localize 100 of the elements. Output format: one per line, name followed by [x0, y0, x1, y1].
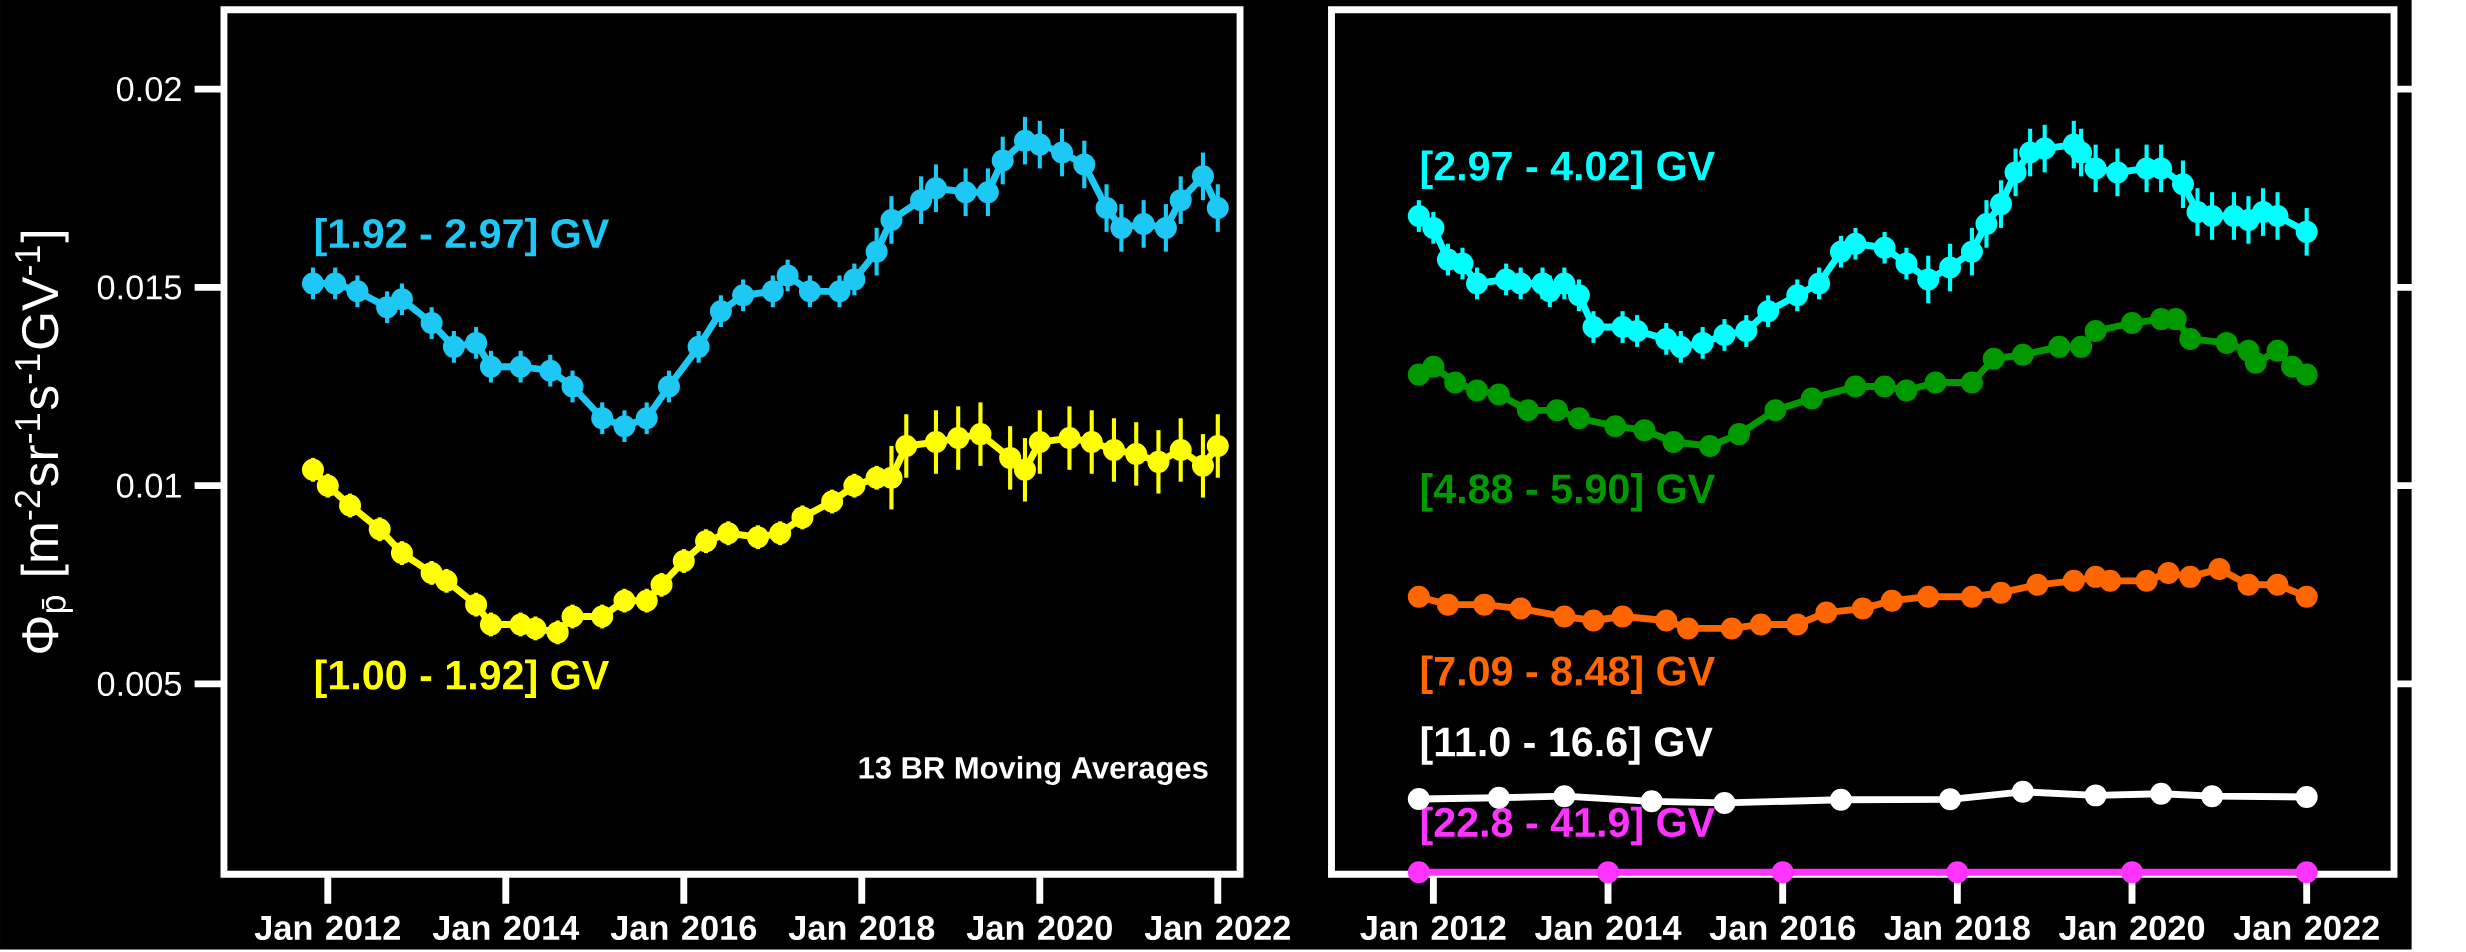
point	[1939, 788, 1962, 811]
point	[1844, 375, 1867, 398]
point	[2011, 781, 2034, 804]
point	[947, 427, 970, 450]
point	[1095, 197, 1118, 220]
point	[2004, 161, 2027, 184]
series-label: [22.8 - 41.9] GV	[1421, 807, 1715, 846]
point	[390, 288, 413, 311]
point	[1924, 371, 1947, 394]
point	[1051, 141, 1074, 164]
point	[2295, 221, 2318, 244]
point	[1422, 217, 1445, 240]
point	[2201, 785, 2224, 808]
point	[732, 284, 755, 307]
point	[865, 240, 888, 263]
point	[1655, 328, 1678, 351]
point	[1169, 189, 1192, 212]
point	[1735, 320, 1758, 343]
point	[1567, 407, 1590, 430]
point	[2237, 574, 2260, 597]
point	[2048, 336, 2071, 359]
point	[2179, 328, 2202, 351]
point	[969, 423, 992, 446]
text: Φ$_{p̄}$ [m$^{-2}$sr$^{-1}$s$^{-1}$GV$^{-1}$]	[14, 232, 73, 653]
point	[2252, 201, 2275, 224]
point	[924, 177, 947, 200]
x-tick-label: Jan 2014	[432, 916, 580, 941]
point	[1466, 272, 1489, 295]
point	[991, 149, 1014, 172]
point	[1873, 236, 1896, 259]
point	[1451, 252, 1474, 275]
point	[976, 181, 999, 204]
y-tick-label: 0.02	[116, 77, 181, 102]
point	[2084, 784, 2107, 807]
point	[479, 355, 502, 378]
point	[1939, 256, 1962, 279]
point	[1880, 589, 1903, 612]
point	[1407, 861, 1430, 884]
point	[1110, 217, 1133, 240]
point	[1800, 387, 1823, 410]
point	[1407, 205, 1430, 228]
point	[1611, 605, 1634, 628]
point	[1626, 320, 1649, 343]
point	[1655, 609, 1678, 632]
point	[1436, 593, 1459, 616]
point	[1851, 597, 1874, 620]
point	[1946, 861, 1969, 884]
point	[635, 407, 658, 430]
y-tick-label: 0.005	[97, 672, 182, 697]
point	[1169, 439, 1192, 462]
point	[880, 209, 903, 232]
point	[1073, 153, 1096, 176]
x-tick-label: Jan 2016	[610, 916, 757, 941]
point	[2070, 141, 2093, 164]
point	[2135, 570, 2158, 593]
point	[2266, 574, 2289, 597]
point	[324, 272, 347, 295]
point	[1013, 459, 1036, 482]
point	[1132, 213, 1155, 236]
point	[1473, 593, 1496, 616]
point	[2266, 205, 2289, 228]
point	[1873, 375, 1896, 398]
point	[2266, 340, 2289, 363]
point	[1808, 272, 1831, 295]
point	[1677, 617, 1700, 640]
point	[1028, 133, 1051, 156]
point	[1597, 861, 1620, 884]
point	[2026, 574, 2049, 597]
point	[1125, 443, 1148, 466]
point	[561, 375, 584, 398]
point	[1206, 197, 1229, 220]
point	[1553, 272, 1576, 295]
x-tick-label: Jan 2020	[966, 916, 1112, 941]
point	[1582, 609, 1605, 632]
point	[1407, 585, 1430, 608]
point	[2244, 351, 2267, 374]
point	[1749, 613, 1772, 636]
x-tick-label: Jan 2012	[254, 916, 400, 941]
point	[1917, 585, 1940, 608]
point	[1982, 347, 2005, 370]
point	[1829, 240, 1852, 263]
series-label: [4.88 - 5.90] GV	[1421, 473, 1715, 512]
point	[1713, 324, 1736, 347]
point	[376, 296, 399, 319]
point	[1990, 581, 2013, 604]
point	[1917, 268, 1940, 291]
point	[1669, 336, 1692, 359]
point	[776, 264, 799, 287]
point	[2150, 783, 2173, 805]
point	[2171, 173, 2194, 196]
point	[420, 312, 443, 335]
x-tick-label: Jan 2014	[1535, 916, 1682, 941]
y-tick-label: 0.015	[97, 275, 182, 300]
series-label: [1.00 - 1.92] GV	[315, 659, 610, 699]
point	[1771, 861, 1794, 884]
point	[1147, 451, 1170, 474]
x-tick-label: Jan 2018	[1884, 916, 2030, 941]
point	[828, 280, 851, 303]
point	[1720, 617, 1743, 640]
point	[1698, 435, 1721, 458]
